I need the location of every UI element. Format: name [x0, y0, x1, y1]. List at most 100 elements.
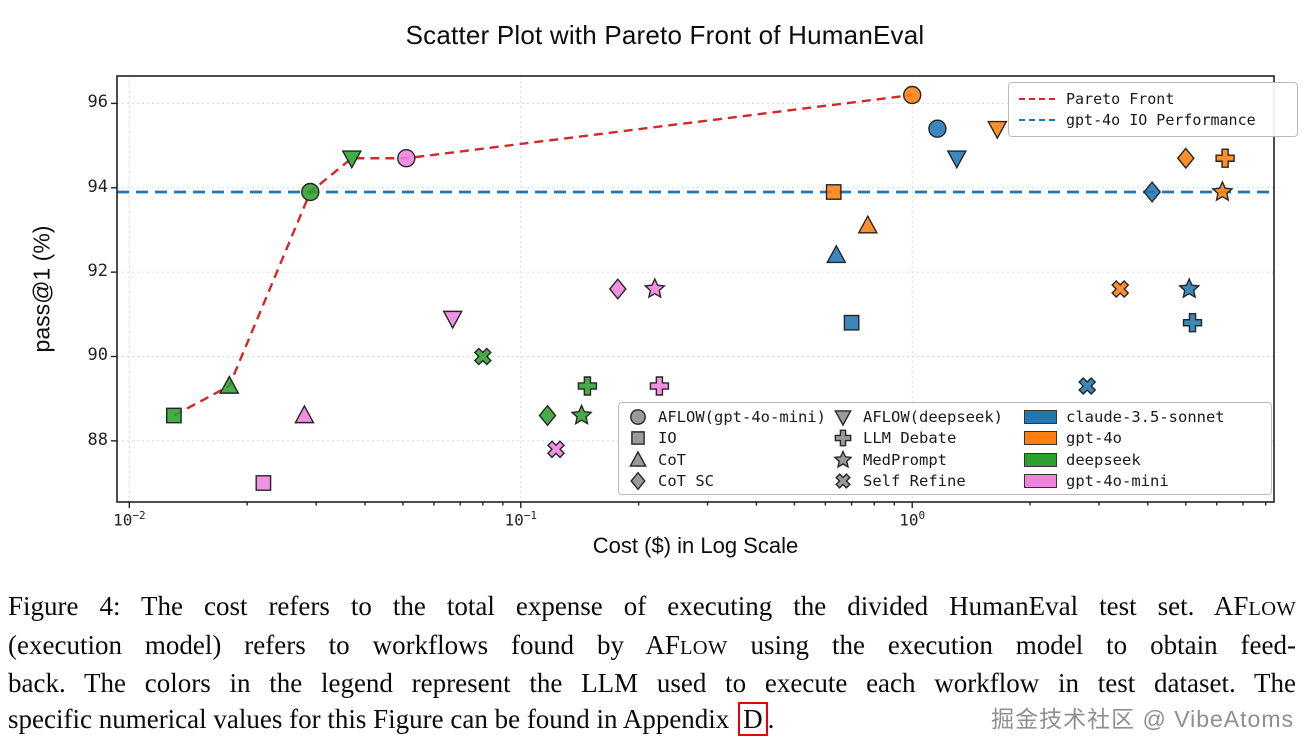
legend-swatch-gpt-4o — [1024, 431, 1057, 446]
point-claude-3.5-sonnet-CoT — [826, 244, 847, 264]
x-marker-icon — [835, 473, 851, 490]
legend-dash-sample — [1019, 118, 1055, 121]
caption-line: back. The colors in the legend represent… — [8, 666, 1296, 702]
y-tick-label: 96 — [87, 92, 108, 113]
point-gpt-4o-Self Refine — [1111, 279, 1130, 299]
caption-text: . — [767, 703, 775, 734]
point-gpt-4o-mini-AFLOW(gpt-4o-mini) — [397, 148, 416, 168]
pareto-front-line — [173, 93, 913, 417]
legend-label: gpt-4o-mini — [1066, 472, 1169, 491]
point-gpt-4o-IO — [825, 184, 842, 200]
legend-item-cot: CoT — [627, 450, 832, 470]
legend-item-claude-3.5-sonnet: claude-3.5-sonnet — [1024, 408, 1260, 426]
point-deepseek-AFLOW(gpt-4o-mini) — [301, 182, 320, 202]
caption-line: specific numerical values for this Figur… — [8, 701, 1296, 738]
legend-label: LLM Debate — [863, 429, 957, 448]
figure-caption: Figure 4: The cost refers to the total e… — [8, 589, 1296, 737]
point-gpt-4o-MedPrompt — [1211, 180, 1234, 202]
caption-text: specific numerical values for this Figur… — [8, 703, 737, 734]
point-deepseek-CoT SC — [538, 404, 557, 427]
caption-text: LOW — [679, 636, 728, 659]
point-deepseek-MedPrompt — [570, 403, 593, 425]
y-tick-label: 90 — [87, 345, 108, 366]
y-tick-label: 94 — [87, 176, 108, 197]
point-gpt-4o-mini-Self Refine — [546, 440, 566, 459]
circle-marker-icon — [630, 408, 646, 425]
legend-label: CoT — [658, 450, 686, 469]
legend-label: CoT SC — [658, 472, 714, 491]
legend-item-self-refine: Self Refine — [832, 471, 1024, 491]
point-gpt-4o-mini-AFLOW(deepseek) — [442, 310, 463, 330]
legend-swatch-deepseek — [1024, 452, 1057, 467]
line-legend: Pareto Front gpt-4o IO Performance — [1008, 82, 1298, 137]
watermark: 掘金技术社区 @ VibeAtoms — [991, 706, 1294, 732]
point-claude-3.5-sonnet-AFLOW(deepseek) — [946, 150, 968, 170]
point-claude-3.5-sonnet-Self Refine — [1078, 376, 1097, 396]
legend-label: gpt-4o IO Performance — [1066, 110, 1256, 129]
legend-label: MedPrompt — [863, 450, 947, 469]
x-tick-label: 10−1 — [504, 509, 538, 530]
appendix-d-link[interactable]: D — [738, 701, 768, 736]
legend-item-gpt-4o: gpt-4o — [1024, 429, 1260, 447]
point-gpt-4o-mini-CoT — [294, 404, 315, 424]
point-gpt-4o-CoT SC — [1176, 147, 1195, 170]
point-gpt-4o-mini-MedPrompt — [643, 277, 666, 299]
caption-text: Figure 4: The cost refers to the total e… — [8, 591, 1249, 621]
y-axis-label: pass@1 (%) — [28, 225, 55, 353]
plus-marker-icon — [834, 429, 852, 447]
caption-text: LOW — [1248, 598, 1296, 620]
legend-label: AFLOW(gpt-4o-mini) — [658, 407, 826, 426]
legend-item-llm-debate: LLM Debate — [832, 428, 1024, 448]
legend-label: AFLOW(deepseek) — [863, 407, 1003, 426]
caption-line: (execution model) refers to workflows fo… — [8, 628, 1296, 667]
legend-label: gpt-4o — [1066, 429, 1122, 448]
legend-item-deepseek: deepseek — [1024, 451, 1260, 469]
caption-text: back. The colors in the legend represent… — [8, 668, 1296, 698]
legend-label: claude-3.5-sonnet — [1066, 407, 1225, 426]
point-gpt-4o-AFLOW(deepseek) — [987, 120, 1008, 140]
legend-item-gpt-4o-io-performance: gpt-4o IO Performance — [1019, 109, 1287, 130]
y-tick-label: 88 — [87, 429, 108, 450]
point-gpt-4o-mini-CoT SC — [608, 278, 627, 300]
point-deepseek-Self Refine — [473, 347, 492, 366]
legend-swatch-gpt-4o-mini — [1024, 474, 1057, 489]
point-claude-3.5-sonnet-IO — [843, 314, 860, 331]
star-marker-icon — [833, 449, 853, 469]
marker-legend: AFLOW(gpt-4o-mini) IO CoT CoT SC AFLOW(deeps… — [618, 402, 1272, 495]
point-claude-3.5-sonnet-LLM Debate — [1182, 313, 1203, 333]
point-claude-3.5-sonnet-MedPrompt — [1178, 277, 1201, 299]
point-gpt-4o-AFLOW(gpt-4o-mini) — [903, 85, 922, 105]
legend-item-gpt-4o-mini: gpt-4o-mini — [1024, 472, 1260, 490]
triangle-down-marker-icon — [834, 409, 852, 427]
point-deepseek-AFLOW(deepseek) — [341, 150, 363, 170]
caption-text: using the execution model to obtain feed… — [727, 629, 1296, 660]
point-deepseek-IO — [165, 407, 182, 424]
point-gpt-4o-CoT — [857, 214, 879, 234]
legend-item-aflow-deepseek-: AFLOW(deepseek) — [832, 407, 1024, 427]
legend-dash-sample — [1019, 97, 1055, 100]
legend-item-medprompt: MedPrompt — [832, 449, 1024, 470]
point-gpt-4o-LLM Debate — [1215, 148, 1235, 168]
triangle-up-marker-icon — [629, 450, 647, 467]
point-claude-3.5-sonnet-AFLOW(gpt-4o-mini) — [928, 119, 947, 138]
point-deepseek-LLM Debate — [577, 376, 598, 396]
square-marker-icon — [631, 431, 645, 446]
caption-line: Figure 4: The cost refers to the total e… — [8, 589, 1296, 628]
scatter-plot — [111, 75, 1275, 508]
legend-item-cot-sc: CoT SC — [627, 471, 832, 491]
legend-item-pareto-front: Pareto Front — [1019, 88, 1287, 109]
x-axis-label: Cost ($) in Log Scale — [592, 533, 799, 558]
point-gpt-4o-mini-IO — [255, 475, 272, 491]
y-tick-label: 92 — [87, 261, 108, 282]
legend-label: deepseek — [1066, 450, 1141, 469]
point-claude-3.5-sonnet-CoT SC — [1143, 181, 1162, 203]
caption-text: (execution model) refers to workflows fo… — [8, 629, 680, 660]
legend-label: IO — [658, 429, 677, 448]
legend-label: Pareto Front — [1066, 89, 1175, 108]
legend-item-io: IO — [627, 428, 832, 448]
legend-item-aflow-gpt-4o-mini-: AFLOW(gpt-4o-mini) — [627, 407, 832, 427]
legend-label: Self Refine — [863, 472, 966, 491]
x-tick-label: 100 — [899, 509, 926, 530]
point-deepseek-CoT — [219, 375, 240, 394]
